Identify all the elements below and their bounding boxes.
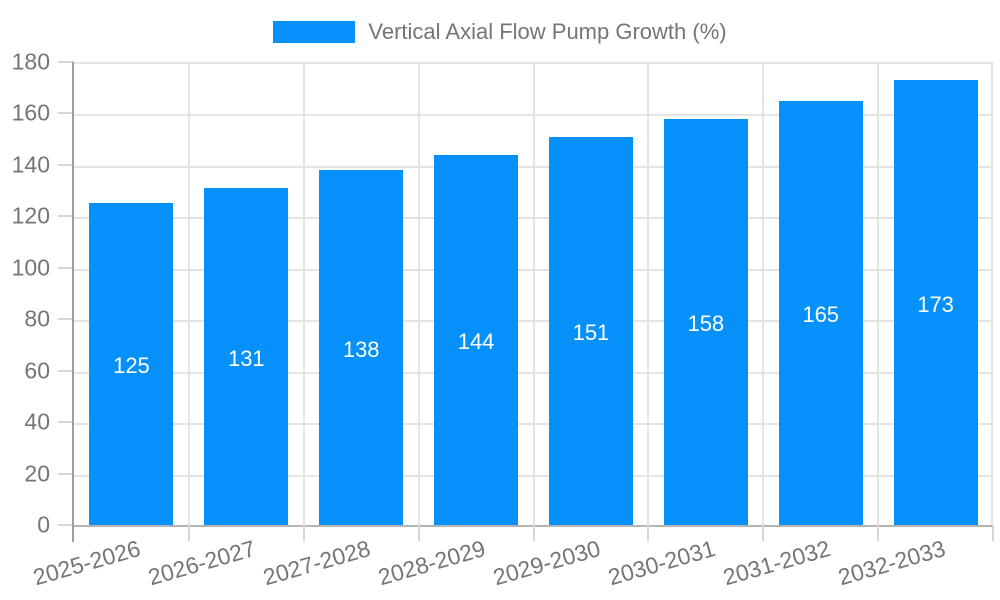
vertical-gridline [647, 64, 650, 525]
y-axis-tick-label: 20 [24, 460, 50, 487]
vertical-gridline [532, 64, 535, 525]
y-axis-tick-label: 80 [24, 305, 50, 332]
vertical-gridline [187, 64, 190, 525]
x-axis-tick-label: 2025-2026 [30, 535, 144, 591]
vertical-gridline [877, 64, 880, 525]
x-axis-tick [302, 525, 305, 541]
bar-2031-2032 [778, 100, 863, 525]
x-axis-tick-label: 2031-2032 [719, 535, 833, 591]
x-axis-tick [877, 525, 880, 541]
y-axis-tick [58, 266, 74, 269]
bar-value-label: 144 [457, 328, 495, 354]
y-axis-tick-label: 100 [11, 254, 50, 281]
y-axis-tick-label: 40 [24, 408, 50, 435]
y-axis-line [72, 62, 74, 542]
x-axis-tick-label: 2032-2033 [834, 535, 948, 591]
x-axis-tick [762, 525, 765, 541]
legend-color-swatch [273, 21, 356, 43]
y-axis-tick [58, 421, 74, 424]
bar-2025-2026 [89, 203, 174, 525]
bar-2030-2031 [663, 118, 748, 525]
y-axis-tick-label: 160 [11, 99, 50, 126]
x-axis-tick [417, 525, 420, 541]
x-axis-tick [647, 525, 650, 541]
x-axis-tick-label: 2027-2028 [260, 535, 374, 591]
vertical-gridline [762, 64, 765, 525]
y-axis-tick-label: 140 [11, 151, 50, 178]
bar-value-label: 165 [802, 301, 840, 327]
bar-2029-2030 [548, 136, 633, 525]
y-axis-tick [58, 472, 74, 475]
y-axis-tick [58, 318, 74, 321]
vertical-gridline [417, 64, 420, 525]
bar-2027-2028 [319, 170, 404, 525]
y-axis-tick [58, 215, 74, 218]
bar-2028-2029 [434, 154, 519, 525]
legend[interactable]: Vertical Axial Flow Pump Growth (%) [0, 16, 1000, 48]
x-axis-tick-label: 2026-2027 [145, 535, 259, 591]
bar-2032-2033 [893, 80, 978, 525]
bar-value-label: 158 [687, 310, 725, 336]
y-axis-tick [58, 524, 74, 526]
bar-2026-2027 [204, 188, 289, 525]
plot-area: 125 131 138 144 151 158 165 173 [74, 62, 993, 525]
bar-value-label: 125 [113, 353, 150, 379]
y-axis-tick [58, 163, 74, 166]
x-axis-tick-label: 2030-2031 [605, 535, 718, 591]
y-axis-tick [58, 112, 74, 115]
x-axis-tick-label: 2028-2029 [375, 535, 489, 591]
y-axis-tick-label: 60 [24, 357, 50, 384]
bar-value-label: 151 [572, 319, 610, 345]
x-axis-tick [187, 525, 190, 541]
y-axis-tick-label: 0 [37, 511, 50, 538]
y-axis-tick [58, 61, 74, 63]
x-axis-tick [992, 525, 994, 541]
y-axis-tick-label: 180 [11, 48, 50, 75]
vertical-gridline [302, 64, 305, 525]
y-axis-tick [58, 369, 74, 372]
bar-value-label: 131 [227, 345, 265, 371]
legend-label: Vertical Axial Flow Pump Growth (%) [368, 19, 727, 44]
x-axis-tick-label: 2029-2030 [490, 535, 604, 591]
bar-value-label: 138 [342, 336, 380, 362]
x-axis-tick [532, 525, 535, 541]
y-axis-tick-label: 120 [11, 202, 50, 229]
bar-value-label: 173 [917, 291, 954, 317]
